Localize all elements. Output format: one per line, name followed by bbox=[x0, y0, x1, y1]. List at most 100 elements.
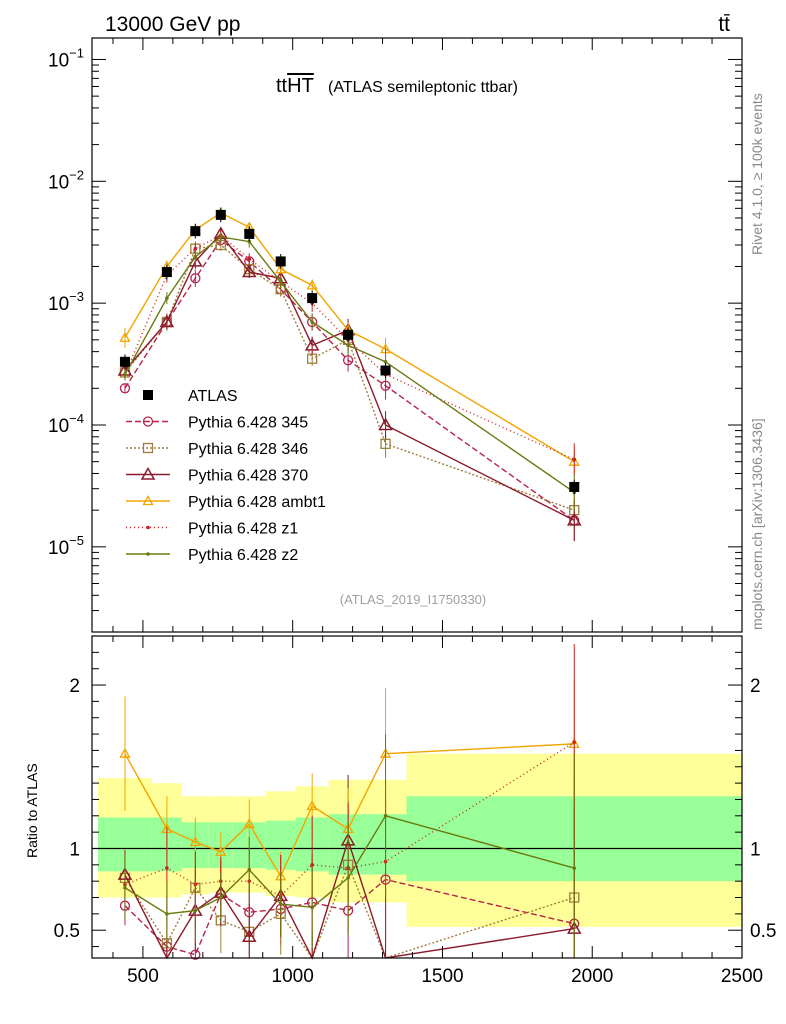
data-point bbox=[380, 438, 391, 450]
x-tick-label: 2000 bbox=[571, 966, 613, 987]
legend-label: Pythia 6.428 370 bbox=[188, 468, 308, 485]
data-point bbox=[566, 512, 582, 526]
data-point bbox=[380, 365, 391, 376]
data-point bbox=[159, 314, 175, 328]
data-point bbox=[275, 263, 287, 274]
ratio-y-tick-label: 0.5 bbox=[54, 921, 80, 942]
legend-entry: ATLAS bbox=[143, 388, 238, 405]
data-point bbox=[161, 267, 172, 278]
data-point bbox=[247, 257, 252, 261]
ratio-point bbox=[310, 863, 314, 867]
ratio-point bbox=[215, 845, 227, 856]
series-line bbox=[124, 212, 575, 463]
legend-entry: Pythia 6.428 z1 bbox=[126, 521, 298, 538]
data-point bbox=[306, 279, 318, 290]
data-point bbox=[190, 226, 201, 237]
data-point bbox=[193, 255, 198, 259]
ratio-point bbox=[247, 867, 252, 872]
series-line bbox=[124, 244, 575, 511]
axes: 500 1000 1500 2000 2500 10−1 10−2 10−3 10−4 10−5 0… bbox=[48, 37, 776, 987]
ratio-point bbox=[243, 818, 255, 829]
legend-label: Pythia 6.428 z2 bbox=[188, 547, 298, 564]
series-4 bbox=[123, 230, 577, 476]
data-point bbox=[123, 372, 127, 377]
data-point bbox=[275, 256, 286, 267]
data-point bbox=[119, 356, 130, 367]
ratio-y-tick-label: 1 bbox=[69, 839, 80, 860]
ratio-point bbox=[572, 740, 577, 745]
legend-label: Pythia 6.428 z1 bbox=[188, 521, 298, 538]
title-over: HT bbox=[287, 75, 314, 97]
data-point bbox=[383, 360, 388, 364]
ratio-line bbox=[124, 878, 575, 956]
data-point bbox=[572, 457, 577, 462]
chart-subtitle: (ATLAS semileptonic ttbar) bbox=[328, 79, 518, 96]
ratio-bands bbox=[92, 753, 742, 927]
ratio-point bbox=[165, 866, 169, 870]
ratio-point bbox=[278, 902, 283, 906]
data-point bbox=[193, 246, 198, 251]
series-line bbox=[124, 232, 575, 521]
ratio-point bbox=[306, 800, 318, 811]
ratio-point bbox=[572, 866, 577, 870]
ratio-ylabel: Ratio to ATLAS bbox=[24, 763, 40, 858]
data-point bbox=[247, 239, 252, 244]
x-tick-label: 1000 bbox=[272, 966, 314, 987]
ratio-y-tick-label: 2 bbox=[69, 676, 80, 697]
ratio-point bbox=[241, 929, 257, 943]
data-point bbox=[119, 331, 131, 342]
legend-entry: Pythia 6.428 345 bbox=[126, 415, 308, 432]
data-point bbox=[241, 264, 257, 278]
legend: ATLAS Pythia 6.428 345 Pythia 6.428 346 Pyt… bbox=[126, 388, 326, 564]
data-point bbox=[569, 481, 580, 492]
series-atlas bbox=[119, 207, 580, 495]
legend-label: Pythia 6.428 345 bbox=[188, 415, 308, 432]
data-point bbox=[219, 235, 223, 239]
x-tick-label: 1500 bbox=[421, 966, 463, 987]
rivet-label: Rivet 4.1.0, ≥ 100k events bbox=[749, 93, 765, 255]
top-frame bbox=[91, 37, 743, 633]
data-point bbox=[119, 383, 131, 394]
data-point bbox=[190, 273, 201, 284]
ratio-point bbox=[310, 905, 314, 910]
data-point bbox=[346, 343, 350, 348]
analysis-id: (ATLAS_2019_I1750330) bbox=[340, 592, 486, 607]
legend-entry: Pythia 6.428 346 bbox=[126, 441, 308, 458]
y-tick-label: 10−3 bbox=[48, 289, 84, 315]
mcplots-label: mcplots.cern.ch [arXiv:1306.3436] bbox=[749, 418, 765, 630]
top-plot bbox=[117, 207, 582, 542]
y-tick-label: 10−2 bbox=[48, 167, 84, 193]
y-tick-label: 10−1 bbox=[48, 45, 84, 71]
legend-marker bbox=[142, 442, 154, 454]
ratio-point bbox=[165, 912, 169, 916]
title-block: ttHT (ATLAS semileptonic ttbar) bbox=[276, 75, 518, 97]
ratio-line bbox=[124, 862, 575, 960]
ratio-line bbox=[124, 743, 575, 878]
legend-marker bbox=[140, 466, 156, 480]
legend-label: Pythia 6.428 ambt1 bbox=[188, 494, 326, 511]
legend-marker bbox=[143, 390, 153, 400]
data-point bbox=[310, 320, 314, 324]
series-1 bbox=[119, 239, 580, 530]
legend-marker bbox=[146, 525, 150, 530]
legend-marker bbox=[146, 552, 150, 556]
header-left: 13000 GeV pp bbox=[105, 13, 240, 36]
x-tick-label: 500 bbox=[127, 966, 159, 987]
legend-entry: Pythia 6.428 z2 bbox=[126, 547, 298, 564]
ratio-point bbox=[193, 908, 198, 913]
data-point bbox=[378, 417, 393, 431]
chart-title: ttHT bbox=[276, 75, 314, 97]
legend-marker bbox=[142, 416, 154, 427]
legend-entry: Pythia 6.428 ambt1 bbox=[126, 494, 326, 511]
data-point bbox=[342, 355, 354, 366]
legend-entry: Pythia 6.428 370 bbox=[126, 466, 308, 485]
ratio-series-5 bbox=[123, 734, 577, 958]
ratio-y-tick-label-right: 1 bbox=[750, 839, 761, 860]
ratio-line bbox=[124, 837, 575, 960]
ratio-point bbox=[383, 813, 388, 818]
x-tick-label: 2500 bbox=[721, 966, 763, 987]
ratio-line bbox=[124, 814, 575, 915]
ratio-point bbox=[346, 876, 350, 880]
ratio-point bbox=[189, 836, 201, 847]
